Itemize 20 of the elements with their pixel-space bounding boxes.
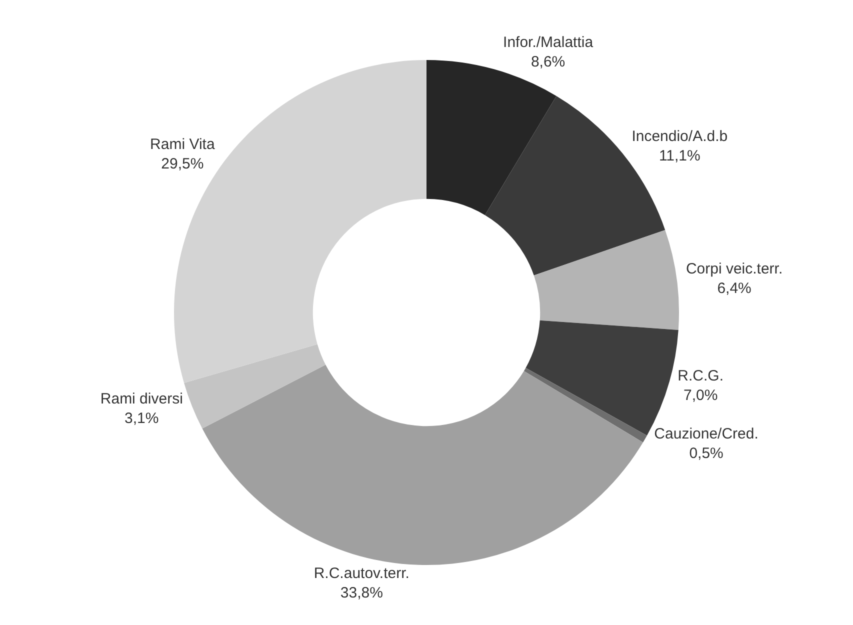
slice-label: R.C.G. — [678, 368, 724, 385]
data-label: 7,0% — [683, 387, 718, 404]
slice-label: Corpi veic.terr. — [686, 260, 783, 278]
donut-slice — [184, 344, 326, 429]
data-label: 8,6% — [530, 53, 566, 70]
slice-label: Cauzione/Cred. — [654, 425, 758, 442]
data-label: 33,8% — [340, 584, 383, 602]
donut-slice — [524, 368, 647, 442]
slice-label: R.C.autov.terr. — [314, 564, 410, 582]
data-label: 6,4% — [717, 280, 752, 298]
donut-slice — [534, 230, 679, 330]
slice-label: Incendio/A.d.b — [632, 128, 728, 145]
slice-label: Rami diversi — [100, 390, 183, 408]
data-label: 11,1% — [658, 147, 700, 164]
data-label: 29,5% — [161, 156, 204, 173]
slice-label: Rami Vita — [150, 136, 216, 154]
donut-slice — [202, 364, 644, 565]
slice-label: Infor./Malattia — [503, 34, 594, 51]
data-label: 3,1% — [124, 410, 159, 427]
data-label: 0,5% — [689, 444, 724, 462]
